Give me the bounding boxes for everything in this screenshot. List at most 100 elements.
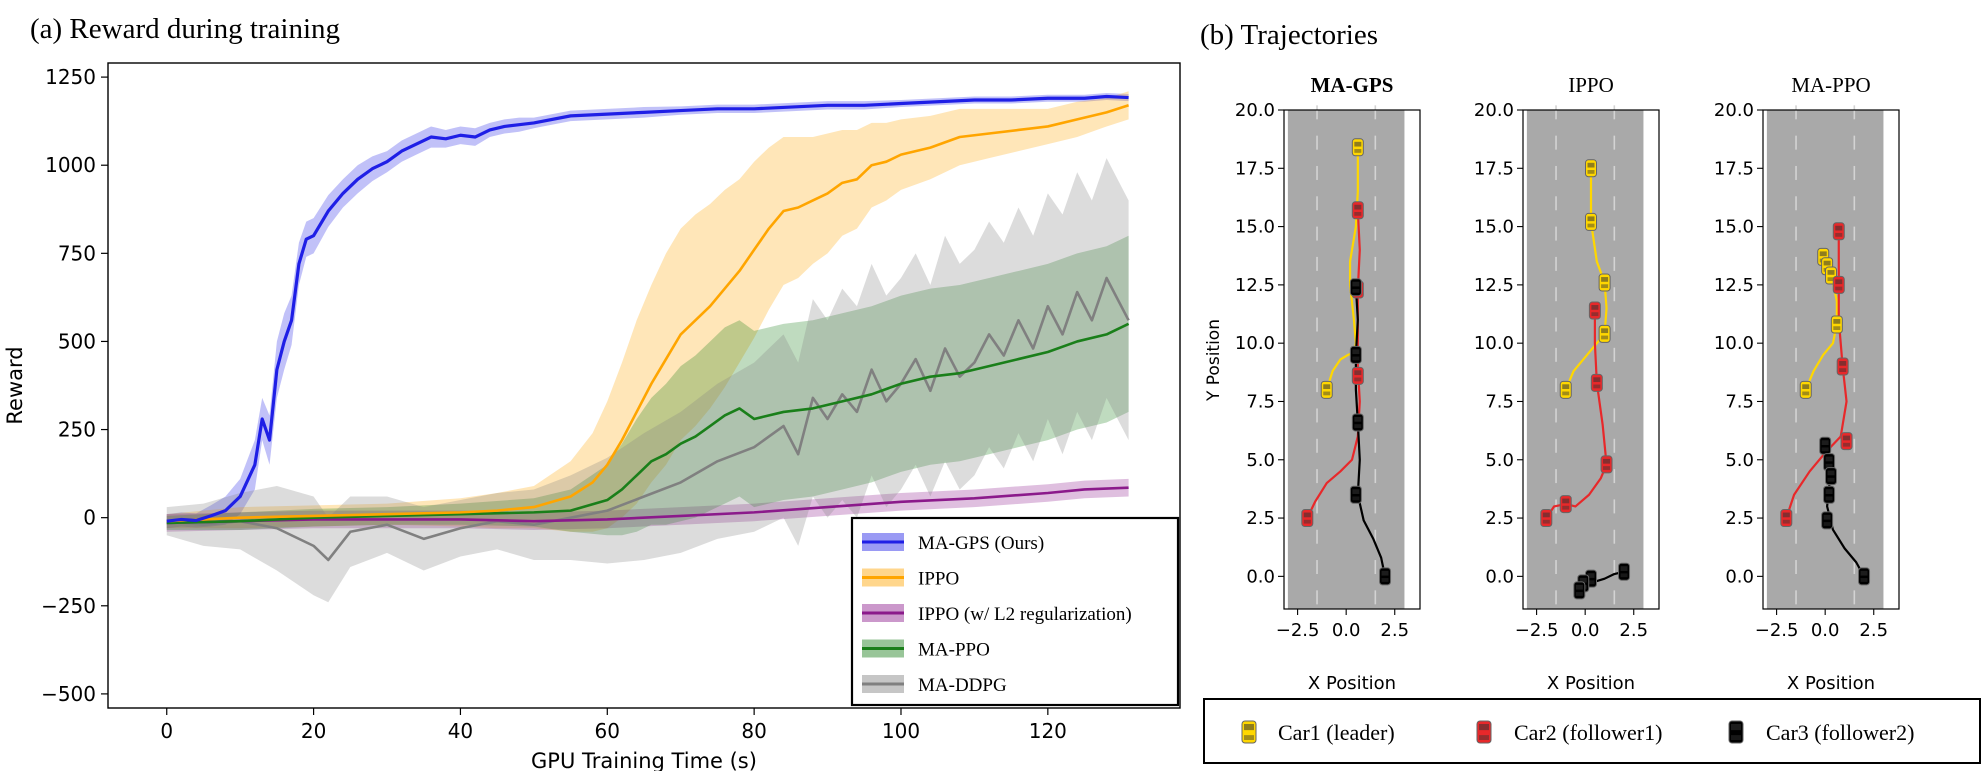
legend-car3-label: Car3 (follower2) bbox=[1766, 720, 1914, 745]
car-marker-car2-rear-window bbox=[1591, 312, 1599, 317]
y-tick-label: 750 bbox=[58, 241, 96, 265]
y-tick-label: 500 bbox=[58, 329, 96, 353]
car-marker-car1-windshield bbox=[1562, 384, 1570, 390]
car-marker-car3-body bbox=[1349, 278, 1362, 297]
car-marker-car3-windshield bbox=[1827, 470, 1835, 476]
car-marker-car1-rear-window bbox=[1587, 170, 1595, 174]
car-marker-car2-body bbox=[1590, 373, 1603, 392]
y-tick-label: 12.5 bbox=[1235, 275, 1275, 296]
car-marker-car3 bbox=[1825, 467, 1837, 486]
car-marker-car2 bbox=[1780, 509, 1793, 528]
car-marker-car3-windshield bbox=[1575, 584, 1583, 590]
car-marker-car2-body bbox=[1840, 432, 1853, 451]
trajectory-car2 bbox=[1785, 231, 1848, 519]
car-marker-car2-windshield bbox=[1782, 512, 1790, 518]
car-marker-car1-body bbox=[1320, 380, 1333, 399]
car-marker-car1-body bbox=[1585, 212, 1597, 231]
axes-frame bbox=[1283, 109, 1421, 610]
car-marker-car2 bbox=[1600, 455, 1613, 474]
car-marker-car3-rear-window bbox=[1354, 424, 1362, 428]
y-tick-label: 250 bbox=[58, 418, 96, 442]
x-tick-label: 2.5 bbox=[1380, 620, 1409, 641]
car-marker-car2-windshield bbox=[1591, 305, 1599, 310]
y-tick-label: 10.0 bbox=[1235, 333, 1275, 354]
car-marker-car3-windshield bbox=[1860, 570, 1868, 576]
car-marker-car3-windshield bbox=[1381, 570, 1389, 576]
trajectory-car1 bbox=[1325, 147, 1359, 391]
legend-frame bbox=[850, 516, 1180, 707]
y-tick-label: 2.5 bbox=[1485, 508, 1514, 529]
car-marker-car2-windshield bbox=[1843, 435, 1851, 441]
car-marker-car1-windshield bbox=[1819, 251, 1827, 257]
car-marker-car1 bbox=[1585, 212, 1597, 231]
trajectory-car1 bbox=[1564, 168, 1608, 391]
car-marker-car1-windshield bbox=[1587, 216, 1595, 222]
y-tick-label: 10.0 bbox=[1474, 333, 1514, 354]
trajectory-charts: 0.0 2.5 5.0 7.5 10.0 12.5 15.0 17.5 20.0 −2.5 0.0 2… bbox=[1204, 73, 1900, 694]
car-marker-car2-windshield bbox=[1354, 370, 1362, 376]
car-marker-car3-body bbox=[1823, 485, 1836, 504]
x-tick-label: 60 bbox=[595, 719, 620, 743]
subplot-title-ippo: IPPO bbox=[1568, 73, 1614, 97]
car-marker-car1 bbox=[1320, 380, 1333, 399]
car-marker-car3-rear-window bbox=[1575, 592, 1583, 596]
car-marker-car1-rear-window bbox=[1827, 277, 1835, 282]
car-marker-car2-rear-window bbox=[1593, 384, 1601, 389]
car-marker-car1 bbox=[1799, 380, 1812, 399]
car-marker-car3-rear-window bbox=[1381, 578, 1389, 582]
car-marker-car3-rear-window bbox=[1352, 288, 1360, 293]
y-tick-label: 12.5 bbox=[1714, 275, 1754, 296]
x-tick-label: 0.0 bbox=[1332, 620, 1361, 641]
car-marker-car2 bbox=[1590, 373, 1603, 392]
car-marker-car3-rear-window bbox=[1860, 578, 1868, 582]
legend-car3-icon bbox=[1728, 720, 1744, 744]
car-marker-car2-windshield bbox=[1354, 204, 1362, 210]
car-marker-car3-windshield bbox=[1587, 573, 1595, 578]
line-ippo bbox=[166, 104, 1129, 523]
car-marker-car1 bbox=[1585, 159, 1597, 178]
x-tick-label: −2.5 bbox=[1755, 620, 1799, 641]
car-marker-car1-body bbox=[1799, 380, 1812, 399]
car-marker-car3 bbox=[1349, 485, 1362, 504]
reward-chart: 0 20 40 60 80 100 120 −500 −250 0 250 500 750 1000 125… bbox=[3, 62, 1181, 771]
car-marker-car3-body bbox=[1573, 581, 1586, 600]
car-marker-car2-windshield bbox=[1835, 225, 1843, 231]
car-marker-car2 bbox=[1840, 432, 1853, 451]
y-tick-label: 20.0 bbox=[1714, 100, 1754, 121]
car-marker-car3 bbox=[1349, 278, 1362, 297]
legend-car1-icon-rear-window bbox=[1244, 735, 1254, 740]
car-marker-car2 bbox=[1832, 275, 1845, 294]
y-tick-label: 20.0 bbox=[1235, 100, 1275, 121]
legend-label-ma-ddpg: MA-DDPG bbox=[918, 675, 1007, 696]
car-marker-car3-body bbox=[1351, 413, 1364, 432]
car-marker-car1-body bbox=[1351, 138, 1364, 157]
car-marker-car1 bbox=[1351, 138, 1364, 157]
y-tick-label: 2.5 bbox=[1725, 508, 1754, 529]
car-marker-car2 bbox=[1351, 201, 1364, 220]
car-marker-car2-rear-window bbox=[1603, 466, 1611, 470]
car-marker-car2-windshield bbox=[1562, 498, 1570, 504]
legend-car3-icon-rear-window bbox=[1731, 735, 1741, 740]
car-marker-car3-rear-window bbox=[1620, 573, 1628, 578]
axes-frame bbox=[1762, 109, 1900, 610]
car-marker-car3-windshield bbox=[1825, 489, 1833, 494]
y-tick-label: 20.0 bbox=[1474, 100, 1514, 121]
panel-b-title: (b) Trajectories bbox=[1200, 19, 1378, 51]
y-tick-label: 5.0 bbox=[1725, 450, 1754, 471]
legend-car2-icon-windshield bbox=[1479, 724, 1489, 731]
car-marker-car1-rear-window bbox=[1802, 391, 1810, 396]
y-tick-label: −250 bbox=[41, 594, 96, 618]
car-marker-car2 bbox=[1301, 509, 1314, 528]
car-marker-car2-windshield bbox=[1542, 512, 1550, 518]
x-tick-label: −2.5 bbox=[1276, 620, 1320, 641]
car-marker-car1-body bbox=[1585, 159, 1597, 178]
subplot-title-ma-ppo: MA-PPO bbox=[1791, 73, 1870, 97]
car-marker-car3-windshield bbox=[1354, 416, 1362, 422]
y-tick-label: 0.0 bbox=[1246, 566, 1275, 587]
y-tick-label: 17.5 bbox=[1235, 158, 1275, 179]
panel-a-title: (a) Reward during training bbox=[30, 13, 340, 45]
car-marker-car3-body bbox=[1618, 562, 1631, 581]
car-marker-car2 bbox=[1559, 495, 1572, 514]
legend-car1-icon bbox=[1241, 720, 1257, 744]
